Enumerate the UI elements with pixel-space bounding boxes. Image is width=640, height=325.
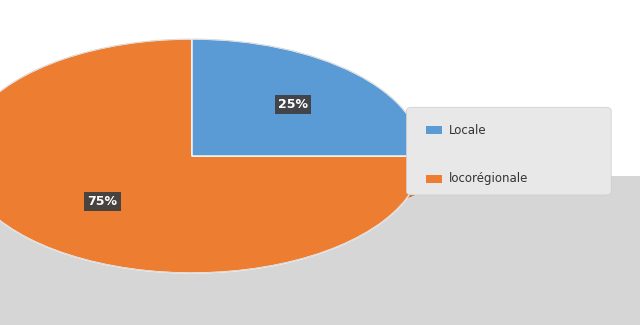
Ellipse shape <box>0 136 422 189</box>
Ellipse shape <box>0 162 422 215</box>
Bar <box>426 126 442 134</box>
Ellipse shape <box>0 144 422 196</box>
Ellipse shape <box>0 152 422 205</box>
Ellipse shape <box>0 160 422 213</box>
Text: 75%: 75% <box>88 195 117 208</box>
Ellipse shape <box>0 140 422 193</box>
Ellipse shape <box>0 134 422 187</box>
Ellipse shape <box>0 139 422 192</box>
Ellipse shape <box>0 147 422 200</box>
Text: Locale: Locale <box>449 124 487 136</box>
Bar <box>0 176 640 325</box>
Ellipse shape <box>0 157 422 209</box>
Ellipse shape <box>0 143 422 195</box>
Bar <box>0 0 640 176</box>
Ellipse shape <box>0 130 422 182</box>
Wedge shape <box>192 39 422 156</box>
Ellipse shape <box>0 132 422 185</box>
Ellipse shape <box>0 161 422 214</box>
Ellipse shape <box>0 159 422 212</box>
Ellipse shape <box>0 153 422 206</box>
Ellipse shape <box>0 155 422 207</box>
FancyBboxPatch shape <box>406 107 611 195</box>
Ellipse shape <box>0 137 422 190</box>
Ellipse shape <box>0 146 422 199</box>
Bar <box>426 175 442 183</box>
Ellipse shape <box>0 158 422 211</box>
Text: 25%: 25% <box>278 98 308 111</box>
Ellipse shape <box>0 156 422 208</box>
Text: locorégionale: locorégionale <box>449 172 529 185</box>
Ellipse shape <box>0 135 422 188</box>
Wedge shape <box>0 39 422 273</box>
Ellipse shape <box>0 145 422 198</box>
Ellipse shape <box>0 148 422 201</box>
Ellipse shape <box>0 133 422 186</box>
Ellipse shape <box>0 150 422 203</box>
Ellipse shape <box>0 151 422 204</box>
Ellipse shape <box>0 149 422 202</box>
Ellipse shape <box>0 131 422 183</box>
Ellipse shape <box>0 142 422 194</box>
Ellipse shape <box>0 138 422 191</box>
